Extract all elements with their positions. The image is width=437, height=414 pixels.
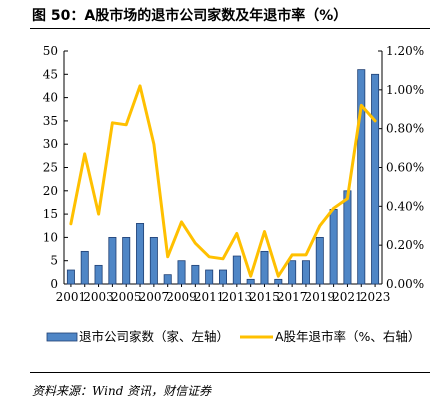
left-tick-label: 20: [43, 184, 58, 198]
bar: [149, 236, 158, 285]
left-tick-label: 0: [50, 277, 58, 291]
bar: [357, 69, 366, 285]
bar: [232, 255, 241, 285]
left-tick-label: 45: [43, 67, 58, 81]
bar: [246, 278, 255, 285]
x-tick-label: 2003: [83, 290, 114, 304]
bar: [343, 190, 352, 285]
source-rule: [30, 372, 430, 373]
bar: [260, 250, 269, 285]
left-tick-label: 30: [43, 137, 58, 151]
left-tick-label: 40: [43, 91, 58, 105]
right-tick-label: 0.60%: [386, 161, 424, 175]
bar: [315, 236, 324, 285]
left-tick-label: 50: [43, 44, 58, 58]
x-tick-label: 2011: [194, 290, 225, 304]
x-tick-label: 2021: [332, 290, 363, 304]
figure-title: 图 50：A股市场的退市公司家数及年退市率（%）: [32, 8, 348, 24]
bar: [136, 223, 145, 285]
left-tick-label: 15: [43, 207, 58, 221]
bar: [94, 264, 103, 285]
bar: [205, 269, 214, 285]
right-tick-label: 0.00%: [386, 277, 424, 291]
x-tick-label: 2013: [222, 290, 253, 304]
right-tick-label: 0.80%: [386, 122, 424, 136]
bar: [163, 274, 172, 285]
bar: [80, 250, 89, 285]
x-tick-label: 2023: [360, 290, 391, 304]
x-tick-label: 2019: [305, 290, 336, 304]
bar: [329, 209, 338, 285]
bar: [371, 73, 380, 285]
right-tick-label: 0.20%: [386, 238, 424, 252]
legend-line-label: A股年退市率（%、右轴）: [275, 329, 420, 344]
bar: [274, 278, 283, 285]
legend-bar-swatch: [46, 332, 78, 342]
bar: [191, 264, 200, 285]
chart-axes: 0 5 10 15 20 25 30 35 40 45 50 0.00% 0.20% 0.40% 0.60%…: [43, 44, 424, 304]
bar-series: [66, 69, 380, 285]
chart-legend: 退市公司家数（家、左轴） A股年退市率（%、右轴）: [46, 329, 420, 344]
right-tick-label: 1.20%: [386, 44, 424, 58]
right-tick-label: 0.40%: [386, 199, 424, 213]
x-tick-label: 2009: [166, 290, 197, 304]
line-series: [69, 84, 377, 278]
title-rule: [30, 28, 430, 29]
bar: [122, 236, 131, 285]
x-tick-label: 2015: [249, 290, 280, 304]
bar: [288, 260, 297, 285]
bar: [108, 236, 117, 285]
bar: [219, 269, 227, 285]
x-tick-label: 2007: [139, 290, 170, 304]
source-note: 资料来源：Wind 资讯，财信证券: [32, 384, 212, 398]
x-tick-label: 2017: [277, 290, 308, 304]
x-tick-label: 2001: [56, 290, 87, 304]
left-tick-label: 5: [50, 254, 58, 268]
x-tick-label: 2005: [111, 290, 142, 304]
left-tick-label: 10: [43, 230, 58, 244]
right-tick-label: 1.00%: [386, 83, 424, 97]
left-tick-label: 25: [43, 161, 58, 175]
left-tick-label: 35: [43, 114, 58, 128]
legend-bar-label: 退市公司家数（家、左轴）: [79, 329, 229, 344]
line-series-path: [69, 84, 377, 278]
bar: [66, 269, 75, 285]
bar: [301, 260, 310, 285]
bar: [177, 260, 186, 285]
